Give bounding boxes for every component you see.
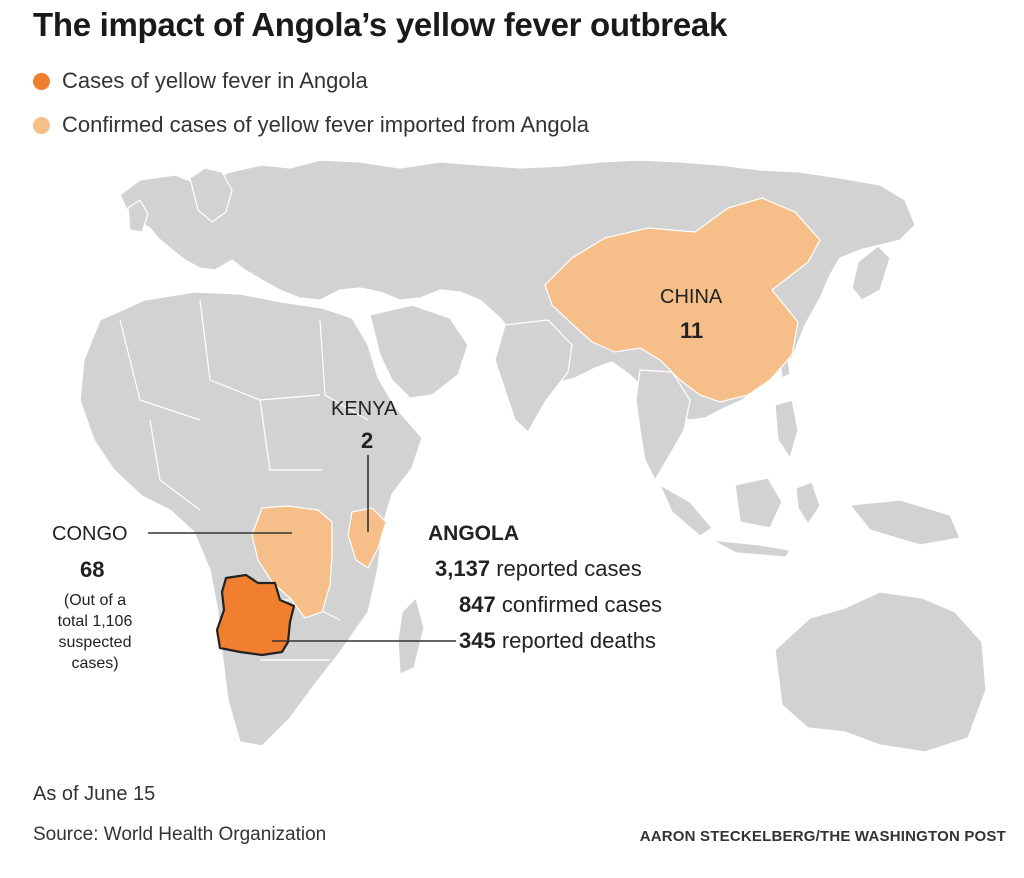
sumatra bbox=[659, 484, 713, 537]
map-title: The impact of Angola’s yellow fever outb… bbox=[33, 6, 728, 43]
angola-label: ANGOLA bbox=[428, 522, 519, 545]
angola-stat-reported-deaths: 345 reported deaths bbox=[459, 628, 656, 654]
kenya-count: 2 bbox=[361, 428, 374, 453]
stat-value: 345 bbox=[459, 628, 496, 653]
angola-stat-reported-cases: 3,137 reported cases bbox=[435, 556, 642, 582]
legend-label: Confirmed cases of yellow fever imported… bbox=[62, 112, 590, 137]
orange-dot-icon bbox=[33, 72, 50, 90]
congo-count: 68 bbox=[80, 557, 105, 582]
borneo bbox=[734, 477, 783, 529]
source-note: Source: World Health Organization bbox=[33, 824, 327, 845]
stat-value: 847 bbox=[459, 592, 496, 617]
congo-note-line: suspected bbox=[58, 634, 132, 651]
japan bbox=[851, 245, 891, 301]
world-map bbox=[79, 159, 987, 753]
congo-note-line: cases) bbox=[71, 655, 119, 672]
congo-note: (Out of a total 1,106 suspected cases) bbox=[30, 590, 160, 674]
congo-note-line: total 1,106 bbox=[57, 613, 133, 630]
southeast-asia bbox=[635, 369, 691, 481]
legend-label: Cases of yellow fever in Angola bbox=[62, 68, 368, 93]
congo-label: CONGO bbox=[52, 523, 128, 545]
stat-label: confirmed cases bbox=[501, 592, 663, 617]
sulawesi bbox=[795, 481, 821, 525]
light-orange-dot-icon bbox=[33, 116, 50, 134]
congo-note-line: (Out of a bbox=[63, 592, 127, 609]
china-region bbox=[544, 197, 821, 403]
stat-label: reported cases bbox=[496, 556, 642, 581]
angola-stat-confirmed-cases: 847 confirmed cases bbox=[459, 592, 662, 618]
congo-region bbox=[251, 505, 333, 619]
credit-line: AARON STECKELBERG/THE WASHINGTON POST bbox=[639, 828, 1006, 845]
china-label: CHINA bbox=[660, 286, 723, 308]
africa-landmass bbox=[79, 291, 423, 747]
australia bbox=[774, 591, 987, 753]
scandinavia bbox=[189, 167, 233, 223]
stat-value: 3,137 bbox=[435, 556, 491, 581]
britain bbox=[127, 199, 149, 233]
arabian-peninsula bbox=[369, 304, 469, 399]
new-guinea bbox=[849, 499, 961, 546]
kenya-label: KENYA bbox=[331, 398, 398, 420]
philippines bbox=[774, 399, 799, 459]
java bbox=[711, 539, 791, 558]
madagascar bbox=[397, 597, 425, 675]
angola-region bbox=[215, 573, 296, 657]
as-of-date: As of June 15 bbox=[33, 783, 156, 805]
legend-item-angola-cases: Cases of yellow fever in Angola bbox=[33, 68, 368, 94]
legend-item-imported-cases: Confirmed cases of yellow fever imported… bbox=[33, 112, 589, 138]
kenya-region bbox=[347, 507, 387, 569]
india-subcontinent bbox=[494, 319, 573, 433]
stat-label: reported deaths bbox=[501, 628, 656, 653]
china-count: 11 bbox=[680, 318, 704, 343]
